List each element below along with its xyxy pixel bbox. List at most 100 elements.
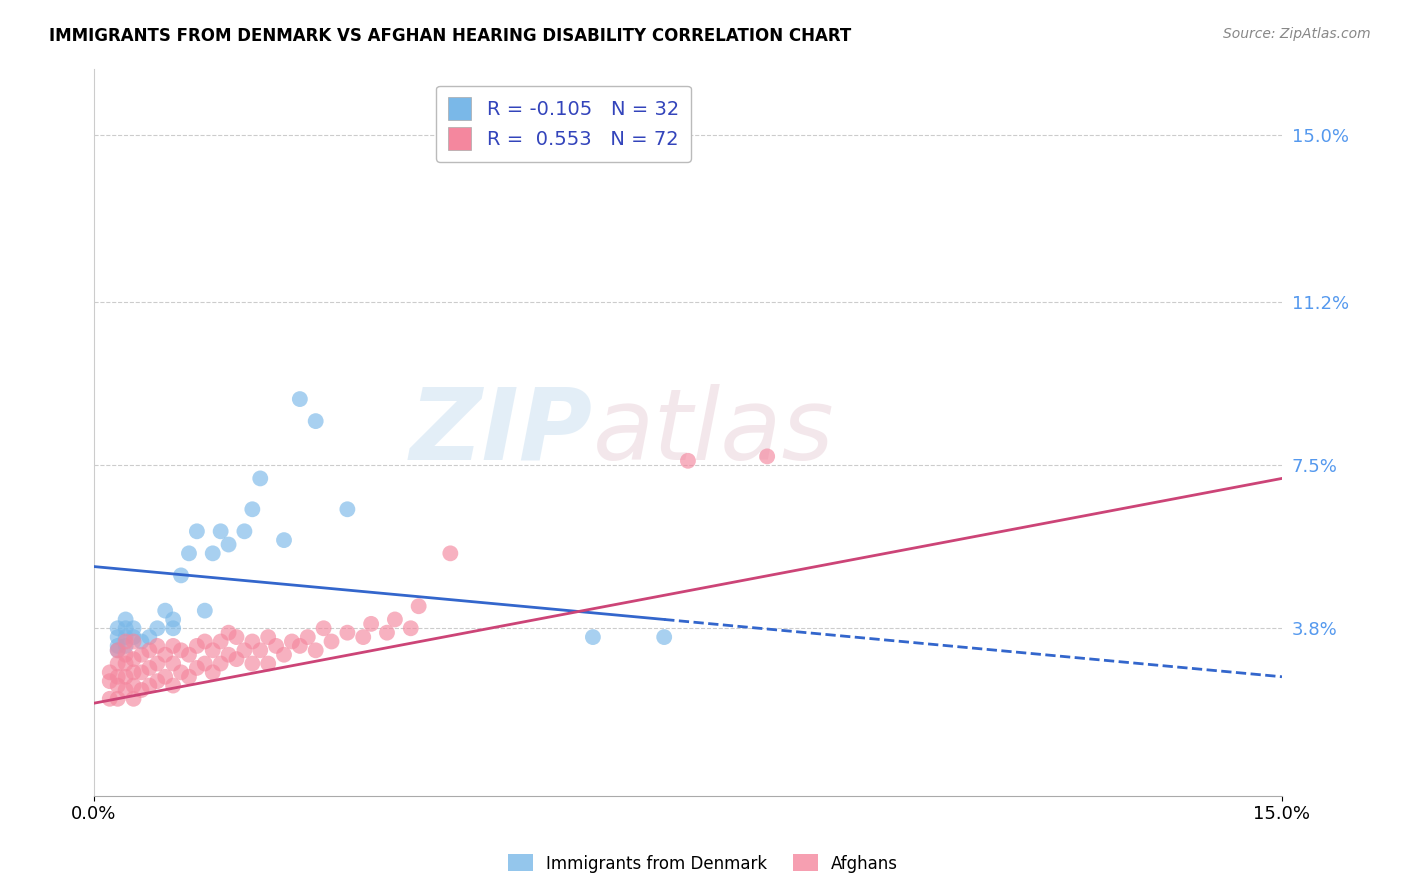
Point (122, 652, 145, 666)
Point (107, 643, 129, 657)
Point (146, 674, 169, 689)
Point (107, 657, 129, 671)
Point (218, 537, 240, 551)
Point (249, 643, 271, 657)
Point (399, 621, 422, 635)
Point (107, 630, 129, 644)
Point (114, 670, 136, 684)
Point (218, 625, 240, 640)
Point (155, 604, 177, 618)
Point (201, 665, 224, 680)
Point (297, 630, 319, 644)
Point (186, 661, 208, 675)
Point (107, 679, 129, 693)
Point (257, 657, 280, 671)
Point (162, 679, 184, 693)
Point (352, 630, 374, 644)
Point (114, 612, 136, 626)
Point (114, 630, 136, 644)
Point (170, 568, 193, 582)
Point (201, 546, 224, 560)
Point (240, 502, 263, 516)
Point (375, 625, 398, 640)
Point (122, 691, 145, 706)
Point (122, 621, 145, 635)
Point (288, 639, 311, 653)
Point (138, 679, 160, 693)
Point (233, 524, 256, 539)
Point (240, 657, 263, 671)
Point (218, 648, 240, 662)
Point (122, 634, 145, 648)
Point (98, 665, 121, 680)
Point (321, 634, 343, 648)
Point (240, 634, 263, 648)
Point (186, 639, 208, 653)
Point (756, 450, 779, 464)
Point (281, 634, 304, 648)
Point (122, 630, 145, 644)
Legend: Immigrants from Denmark, Afghans: Immigrants from Denmark, Afghans (502, 847, 904, 880)
Point (114, 657, 136, 671)
Point (209, 524, 232, 539)
Point (170, 643, 193, 657)
Point (138, 630, 160, 644)
Point (114, 634, 136, 648)
Point (107, 639, 129, 653)
Point (336, 502, 359, 516)
Point (114, 683, 136, 698)
Point (305, 414, 328, 428)
Point (676, 454, 699, 468)
Point (249, 471, 271, 485)
Point (177, 546, 200, 560)
Point (138, 643, 160, 657)
Point (131, 665, 153, 680)
Point (312, 621, 335, 635)
Point (155, 648, 177, 662)
Point (146, 621, 169, 635)
Point (155, 670, 177, 684)
Point (408, 599, 430, 614)
Point (288, 392, 311, 406)
Point (652, 630, 675, 644)
Point (225, 652, 247, 666)
Point (107, 670, 129, 684)
Point (162, 612, 184, 626)
Point (98, 674, 121, 689)
Point (114, 639, 136, 653)
Point (439, 546, 461, 560)
Text: Source: ZipAtlas.com: Source: ZipAtlas.com (1223, 27, 1371, 41)
Point (273, 648, 295, 662)
Text: IMMIGRANTS FROM DENMARK VS AFGHAN HEARING DISABILITY CORRELATION CHART: IMMIGRANTS FROM DENMARK VS AFGHAN HEARIN… (49, 27, 852, 45)
Point (107, 691, 129, 706)
Point (225, 630, 247, 644)
Point (582, 630, 605, 644)
Point (131, 634, 153, 648)
Point (257, 630, 280, 644)
Point (146, 639, 169, 653)
Point (162, 639, 184, 653)
Point (201, 643, 224, 657)
Point (98, 691, 121, 706)
Point (194, 634, 217, 648)
Point (122, 665, 145, 680)
Point (131, 683, 153, 698)
Point (162, 621, 184, 635)
Point (122, 679, 145, 693)
Point (162, 657, 184, 671)
Point (138, 661, 160, 675)
Point (114, 648, 136, 662)
Point (273, 533, 295, 548)
Point (114, 621, 136, 635)
Point (107, 621, 129, 635)
Point (209, 634, 232, 648)
Legend: R = -0.105   N = 32, R =  0.553   N = 72: R = -0.105 N = 32, R = 0.553 N = 72 (436, 86, 690, 161)
Point (131, 648, 153, 662)
Point (264, 639, 287, 653)
Point (107, 643, 129, 657)
Text: ZIP: ZIP (411, 384, 593, 481)
Point (194, 604, 217, 618)
Point (177, 648, 200, 662)
Point (194, 657, 217, 671)
Point (170, 665, 193, 680)
